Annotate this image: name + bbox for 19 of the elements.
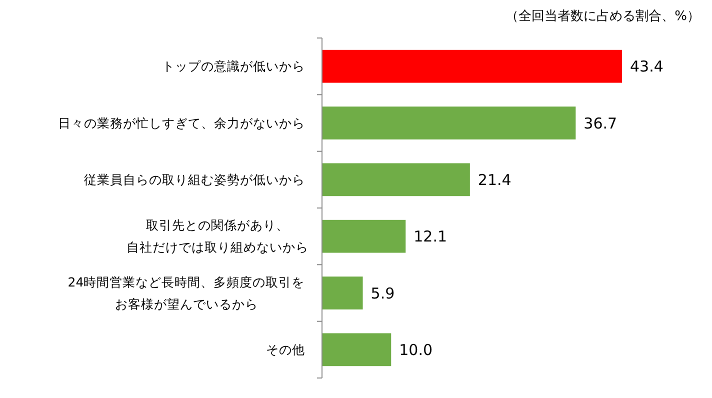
y-tick-label: 従業員自らの取り組む姿勢が低いから [84,172,305,188]
data-label: 43.4 [630,58,664,76]
bar [322,333,392,366]
data-label: 21.4 [478,170,512,189]
y-tick-label: トップの意識が低いから [162,58,305,74]
bar [322,163,470,196]
y-tick-label: 24時間営業など長時間、多頻度の取引をお客様が望んでいるから [68,274,305,312]
data-label: 36.7 [584,114,618,132]
y-tick-label: その他 [266,342,305,358]
bar [322,106,576,140]
data-label: 12.1 [414,228,448,246]
y-tick-label: 日々の業務が忙しすぎて、余力がないから [58,115,305,130]
text: （全回当者数に占める割合、%） [506,9,700,24]
data-label: 5.9 [370,284,395,302]
bar [322,50,622,83]
bar [322,220,406,253]
data-label: 10.0 [399,340,433,359]
y-tick-label: 取引先との関係があり、自社だけでは取り組めないから [126,218,308,255]
bar [322,276,363,310]
